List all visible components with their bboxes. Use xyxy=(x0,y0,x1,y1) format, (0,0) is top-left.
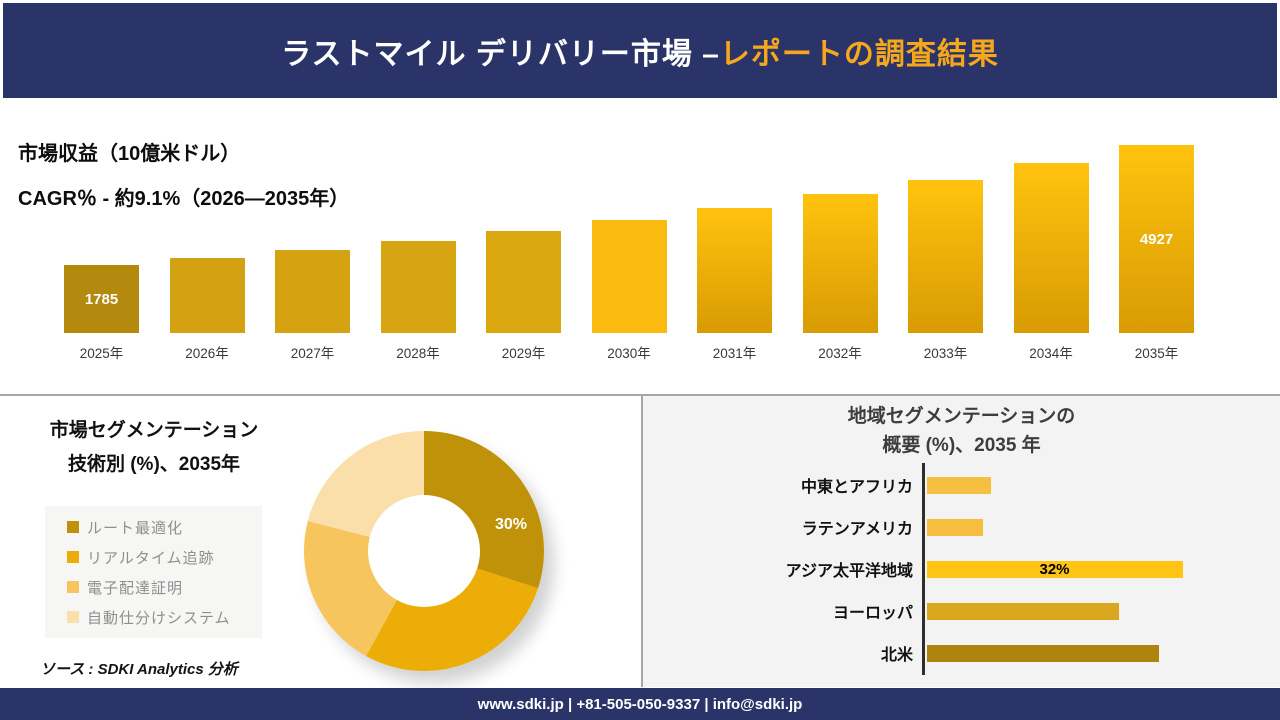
revenue-bar-2032年 xyxy=(802,194,878,333)
page-title-main: ラストマイル デリバリー市場 – xyxy=(281,37,720,71)
region-segmentation-panel: 地域セグメンテーションの 概要 (%)、2035 年 中東とアフリカ ラテンアメリ… xyxy=(641,396,1280,687)
year-tick-label: 2029年 xyxy=(501,346,546,361)
region-bar-cell: 32% xyxy=(924,548,1250,590)
year-tick-label: 2032年 xyxy=(818,346,862,361)
horizontal-divider xyxy=(0,394,1280,396)
tech-segmentation-panel: 市場セグメンテーション 技術別 (%)、2035年 ルート最適化リアルタイム追跡… xyxy=(0,396,641,687)
region-bar-cell xyxy=(924,506,1250,548)
legend-item: 電子配達証明 xyxy=(45,572,262,602)
region-row: 中東とアフリカ xyxy=(643,464,1250,506)
region-panel-title-line1: 地域セグメンテーションの xyxy=(847,406,1076,427)
revenue-year-axis: 2025年 2026年 2027年 2028年 2029年 2030年 2031年 2032年… xyxy=(64,342,1194,362)
revenue-meta: 市場収益（10億米ドル） CAGR％ - 約9.1%（2026―2035年） xyxy=(18,137,349,211)
region-axis-line xyxy=(922,463,925,675)
source-note: ソース : SDKI Analytics 分析 xyxy=(40,661,238,678)
region-label: アジア太平洋地域 xyxy=(785,563,913,580)
region-label: 北米 xyxy=(880,647,913,664)
legend-label: 自動仕分けシステム xyxy=(87,609,231,627)
revenue-bar-2026年 xyxy=(169,258,245,333)
region-label: 中東とアフリカ xyxy=(800,479,913,496)
revenue-cagr-label: CAGR％ - 約9.1%（2026―2035年） xyxy=(18,188,350,210)
year-tick-label: 2035年 xyxy=(1134,346,1179,361)
region-bar-cell xyxy=(924,632,1250,674)
legend-item: ルート最適化 xyxy=(45,512,262,542)
revenue-bars: 1785 4927 xyxy=(64,140,1194,333)
region-row: ラテンアメリカ xyxy=(643,506,1250,548)
revenue-chart-section: 市場収益（10億米ドル） CAGR％ - 約9.1%（2026―2035年） 1… xyxy=(0,101,1280,394)
bar-value-label: 1785 xyxy=(84,290,119,308)
revenue-bar-2030年 xyxy=(591,220,667,333)
region-bar-cell xyxy=(924,590,1250,632)
tech-panel-title-line2: 技術別 (%)、2035年 xyxy=(67,454,241,475)
region-row: ヨーロッパ xyxy=(643,590,1250,632)
region-bar-value-label: 32% xyxy=(1039,560,1070,578)
tech-donut-chart: 30% xyxy=(304,431,544,671)
revenue-bar-2031年 xyxy=(697,208,772,333)
revenue-bar-2035年: 4927 xyxy=(1119,145,1194,333)
legend-swatch-icon xyxy=(67,581,79,593)
revenue-metric-label: 市場収益（10億米ドル） xyxy=(18,143,241,165)
donut-slice-label: 30% xyxy=(494,516,528,533)
year-tick-label: 2026年 xyxy=(185,346,229,361)
legend-label: 電子配達証明 xyxy=(87,579,184,597)
region-bar-北米 xyxy=(926,644,1159,662)
legend-swatch-icon xyxy=(67,611,79,623)
year-tick-label: 2025年 xyxy=(79,346,124,361)
header-banner: ラストマイル デリバリー市場 –レポートの調査結果 xyxy=(3,3,1277,98)
region-label: ヨーロッパ xyxy=(832,605,913,622)
region-bar-chart: 中東とアフリカ ラテンアメリカアジア太平洋地域 32% ヨーロッパ北米 xyxy=(643,460,1250,678)
region-panel-title: 地域セグメンテーションの 概要 (%)、2035 年 xyxy=(643,402,1280,460)
legend-swatch-icon xyxy=(67,521,79,533)
revenue-bar-2027年 xyxy=(275,250,350,333)
footer-contact-text: www.sdki.jp | +81-505-050-9337 | info@sd… xyxy=(477,695,803,713)
region-bar-アジア太平洋地域: 32% xyxy=(926,560,1183,578)
year-tick-label: 2027年 xyxy=(290,346,335,361)
tech-legend: ルート最適化リアルタイム追跡 電子配達証明自動仕分けシステム xyxy=(45,506,262,638)
region-bar-cell xyxy=(924,464,1250,506)
year-tick-label: 2028年 xyxy=(396,346,440,361)
bar-value-label: 4927 xyxy=(1139,230,1174,248)
year-tick-label: 2031年 xyxy=(712,346,757,361)
region-row: アジア太平洋地域 32% xyxy=(643,548,1250,590)
legend-swatch-icon xyxy=(67,551,79,563)
revenue-bar-2033年 xyxy=(908,180,983,333)
revenue-bar-2028年 xyxy=(380,241,456,333)
region-label: ラテンアメリカ xyxy=(801,521,913,538)
year-tick-label: 2030年 xyxy=(607,346,651,361)
legend-label: リアルタイム追跡 xyxy=(87,549,215,567)
revenue-bar-2029年 xyxy=(486,231,561,333)
year-tick-label: 2034年 xyxy=(1029,346,1073,361)
page-title: ラストマイル デリバリー市場 –レポートの調査結果 xyxy=(281,29,999,73)
year-tick-label: 2033年 xyxy=(923,346,968,361)
region-bar-ヨーロッパ xyxy=(926,602,1119,620)
revenue-bar-2025年: 1785 xyxy=(64,265,139,333)
region-bar-中東とアフリカ xyxy=(926,476,991,494)
region-row: 北米 xyxy=(643,632,1250,674)
page-title-accent: レポートの調査結果 xyxy=(719,37,999,71)
legend-label: ルート最適化 xyxy=(87,519,184,537)
legend-item: 自動仕分けシステム xyxy=(45,602,262,632)
footer-bar: www.sdki.jp | +81-505-050-9337 | info@sd… xyxy=(0,688,1280,720)
revenue-bar-2034年 xyxy=(1013,163,1089,333)
legend-item: リアルタイム追跡 xyxy=(45,542,262,572)
donut-ring xyxy=(304,431,544,671)
revenue-bar-chart: 1785 4927 2025年 2026年 2027年 2028年 2029年 2030年 2… xyxy=(64,140,1194,362)
region-bar-ラテンアメリカ xyxy=(926,518,983,536)
tech-panel-title-line1: 市場セグメンテーション xyxy=(49,420,259,441)
region-panel-title-line2: 概要 (%)、2035 年 xyxy=(882,435,1041,456)
tech-panel-title: 市場セグメンテーション 技術別 (%)、2035年 xyxy=(38,414,270,482)
